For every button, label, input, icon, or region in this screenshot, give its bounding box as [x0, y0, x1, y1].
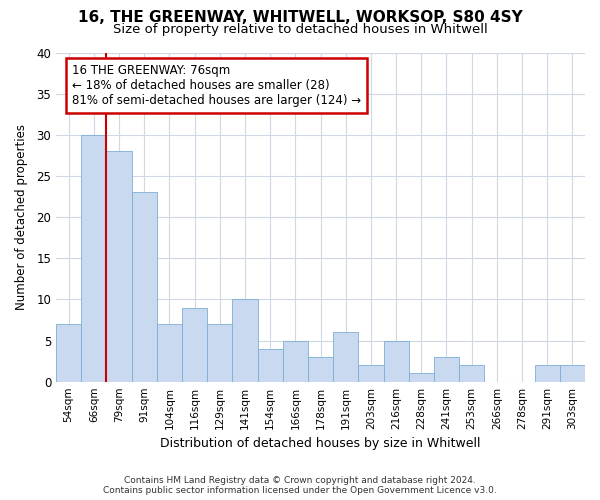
Bar: [207, 324, 232, 382]
Bar: [283, 340, 308, 382]
Text: 16 THE GREENWAY: 76sqm
← 18% of detached houses are smaller (28)
81% of semi-det: 16 THE GREENWAY: 76sqm ← 18% of detached…: [72, 64, 361, 107]
Bar: [182, 308, 207, 382]
Bar: [56, 324, 81, 382]
Bar: [434, 357, 459, 382]
Text: 16, THE GREENWAY, WHITWELL, WORKSOP, S80 4SY: 16, THE GREENWAY, WHITWELL, WORKSOP, S80…: [77, 10, 523, 25]
Bar: [560, 365, 585, 382]
Bar: [535, 365, 560, 382]
Bar: [333, 332, 358, 382]
Y-axis label: Number of detached properties: Number of detached properties: [15, 124, 28, 310]
Bar: [106, 152, 131, 382]
Bar: [409, 374, 434, 382]
Bar: [157, 324, 182, 382]
Bar: [232, 300, 257, 382]
Bar: [459, 365, 484, 382]
Bar: [383, 340, 409, 382]
Bar: [257, 349, 283, 382]
Text: Contains HM Land Registry data © Crown copyright and database right 2024.
Contai: Contains HM Land Registry data © Crown c…: [103, 476, 497, 495]
Bar: [81, 135, 106, 382]
X-axis label: Distribution of detached houses by size in Whitwell: Distribution of detached houses by size …: [160, 437, 481, 450]
Text: Size of property relative to detached houses in Whitwell: Size of property relative to detached ho…: [113, 22, 487, 36]
Bar: [131, 192, 157, 382]
Bar: [308, 357, 333, 382]
Bar: [358, 365, 383, 382]
